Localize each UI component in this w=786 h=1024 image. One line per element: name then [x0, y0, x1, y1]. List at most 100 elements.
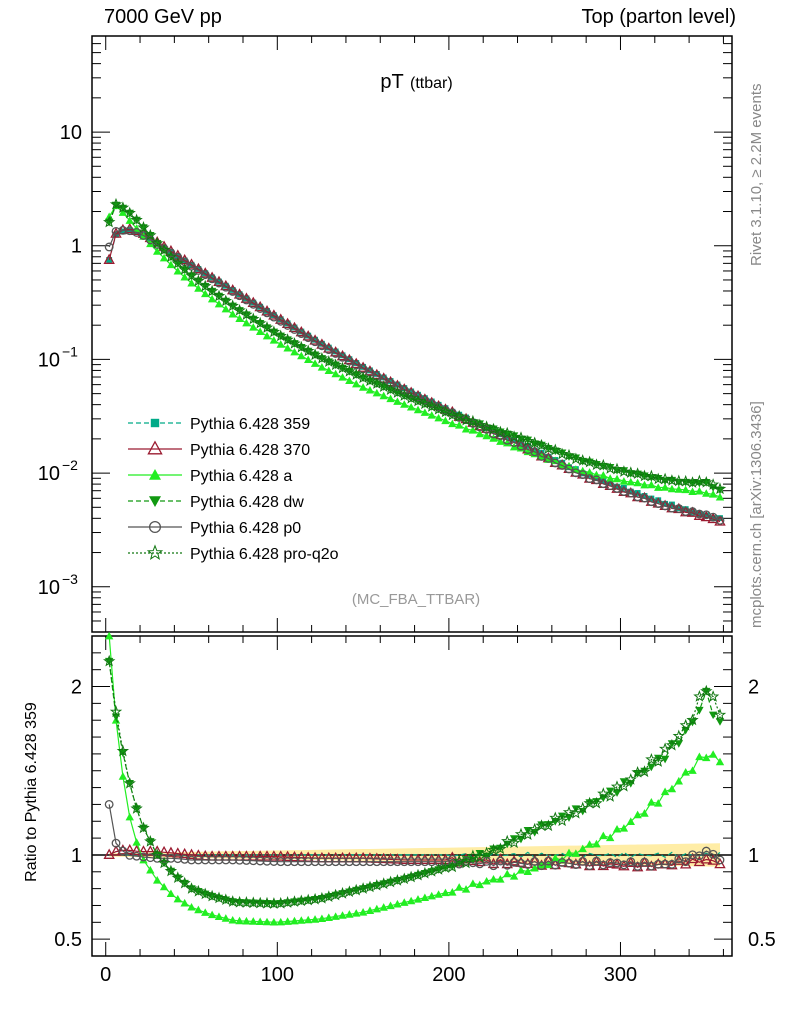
data-point [448, 419, 457, 428]
data-point [597, 787, 610, 799]
data-point [261, 305, 273, 316]
data-point [392, 382, 402, 391]
data-point [612, 474, 622, 483]
series-line [108, 203, 721, 490]
data-point [152, 239, 162, 249]
x-tick-label: 0 [100, 964, 111, 986]
data-point [501, 426, 514, 439]
data-point [571, 454, 581, 463]
data-point [372, 857, 382, 867]
data-point [715, 757, 725, 766]
data-point [329, 358, 342, 371]
data-point [214, 278, 224, 288]
data-point [681, 485, 690, 494]
data-point [702, 489, 711, 497]
data-point [148, 520, 162, 534]
data-point [118, 772, 128, 780]
data-point [283, 343, 292, 352]
data-point [254, 850, 266, 861]
data-point [693, 474, 706, 487]
data-point [693, 509, 706, 520]
data-point [146, 865, 155, 874]
data-point [281, 317, 294, 328]
data-point [439, 405, 452, 418]
data-point [103, 215, 116, 228]
data-point [453, 409, 466, 422]
data-point [708, 849, 718, 859]
data-point [275, 850, 287, 861]
y-tick-label: 1 [71, 236, 82, 258]
data-point [219, 294, 232, 307]
data-point [592, 856, 601, 866]
data-point [660, 755, 670, 764]
data-point [614, 483, 620, 490]
data-point [147, 440, 163, 455]
data-point [624, 773, 637, 785]
data-point [109, 197, 123, 210]
data-point [352, 909, 361, 917]
watermark-label: (MC_FBA_TTBAR) [352, 591, 480, 608]
data-point [600, 477, 607, 484]
data-point [281, 333, 294, 346]
data-point [708, 750, 718, 758]
data-point [537, 860, 546, 869]
data-point [564, 848, 574, 857]
data-point [331, 857, 341, 867]
x-tick-label: 100 [261, 964, 294, 986]
data-point [528, 436, 541, 449]
data-point [425, 400, 438, 412]
data-point [302, 344, 315, 357]
data-point [715, 486, 725, 495]
data-point [607, 479, 614, 486]
data-point [647, 798, 656, 806]
data-point [201, 908, 210, 916]
data-point [624, 466, 637, 478]
data-point [185, 882, 198, 894]
data-point [288, 850, 301, 862]
data-point [667, 859, 677, 869]
data-point [605, 858, 615, 868]
data-point [578, 844, 587, 853]
data-point [297, 351, 306, 360]
data-point [641, 493, 648, 499]
data-point [157, 856, 171, 869]
data-point [338, 352, 347, 362]
y-tick-label: 10 [38, 577, 60, 599]
data-point [219, 893, 232, 906]
data-point [672, 729, 685, 742]
data-point [187, 902, 196, 911]
data-point [351, 857, 361, 867]
data-point [640, 493, 649, 503]
data-point [686, 713, 699, 726]
data-point [235, 314, 244, 322]
ratio-series-dw [104, 657, 725, 908]
data-point [260, 321, 274, 333]
data-point [291, 324, 298, 331]
data-point [665, 738, 679, 751]
data-point [480, 420, 493, 433]
data-point [159, 253, 169, 262]
data-point [466, 414, 480, 427]
data-point [331, 349, 341, 358]
data-point [391, 386, 404, 398]
data-point [310, 337, 320, 347]
data-point [228, 309, 237, 318]
data-point [276, 857, 286, 867]
data-point [247, 312, 260, 325]
data-point [713, 708, 727, 721]
legend-label: Pythia 6.428 359 [190, 416, 310, 433]
data-point [674, 485, 684, 493]
data-point [164, 864, 178, 877]
data-point [262, 856, 272, 866]
data-point [353, 360, 360, 366]
data-point [145, 235, 155, 245]
data-point [626, 817, 635, 825]
data-point [303, 857, 313, 867]
data-point [379, 375, 389, 384]
data-point [242, 318, 251, 327]
data-point [404, 391, 418, 404]
data-point [667, 784, 677, 793]
data-point [475, 429, 484, 438]
data-point [344, 857, 354, 867]
data-point [674, 740, 684, 748]
